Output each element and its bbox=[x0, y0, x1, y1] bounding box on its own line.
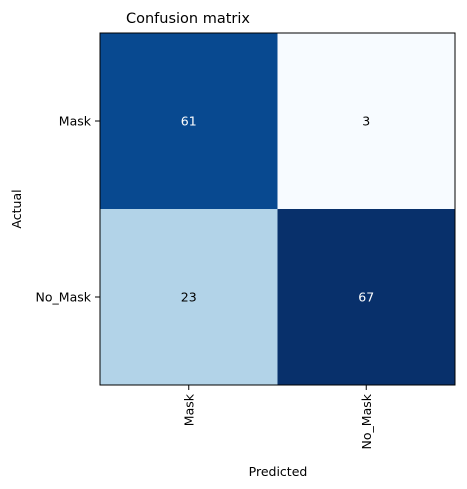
heatmap-cells bbox=[100, 33, 456, 386]
y-tick-label: No_Mask bbox=[36, 290, 92, 305]
cell-value-label: 23 bbox=[181, 290, 197, 305]
cell-value-label: 3 bbox=[362, 114, 370, 129]
x-axis-label: Predicted bbox=[249, 464, 308, 479]
y-tick-label: Mask bbox=[59, 114, 92, 129]
cell-value-label: 61 bbox=[181, 114, 197, 129]
plot-frame bbox=[99, 32, 456, 386]
y-axis-label: Actual bbox=[9, 189, 24, 228]
cell-value-labels: 61 3 23 67 bbox=[181, 114, 374, 305]
x-tick-label: Mask bbox=[181, 393, 196, 426]
heatmap-cell-No_Mask-No_Mask bbox=[277, 209, 456, 386]
x-axis-ticks: Mask No_Mask bbox=[181, 385, 374, 449]
cell-value-label: 67 bbox=[358, 290, 374, 305]
heatmap-cell-Mask-No_Mask bbox=[277, 33, 456, 210]
y-axis-ticks: Mask No_Mask bbox=[36, 114, 100, 305]
chart-title: Confusion matrix bbox=[126, 11, 250, 27]
x-tick-label: No_Mask bbox=[359, 393, 374, 449]
heatmap-cell-Mask-Mask bbox=[100, 33, 278, 210]
heatmap-cell-No_Mask-Mask bbox=[100, 209, 278, 386]
